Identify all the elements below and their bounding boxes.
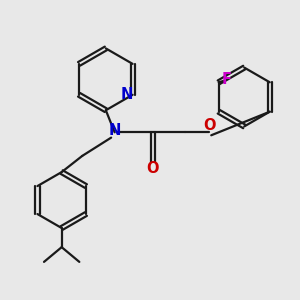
Text: O: O [203, 118, 216, 134]
Text: O: O [147, 161, 159, 176]
Text: F: F [222, 72, 232, 87]
Text: N: N [109, 123, 121, 138]
Text: N: N [121, 87, 134, 102]
